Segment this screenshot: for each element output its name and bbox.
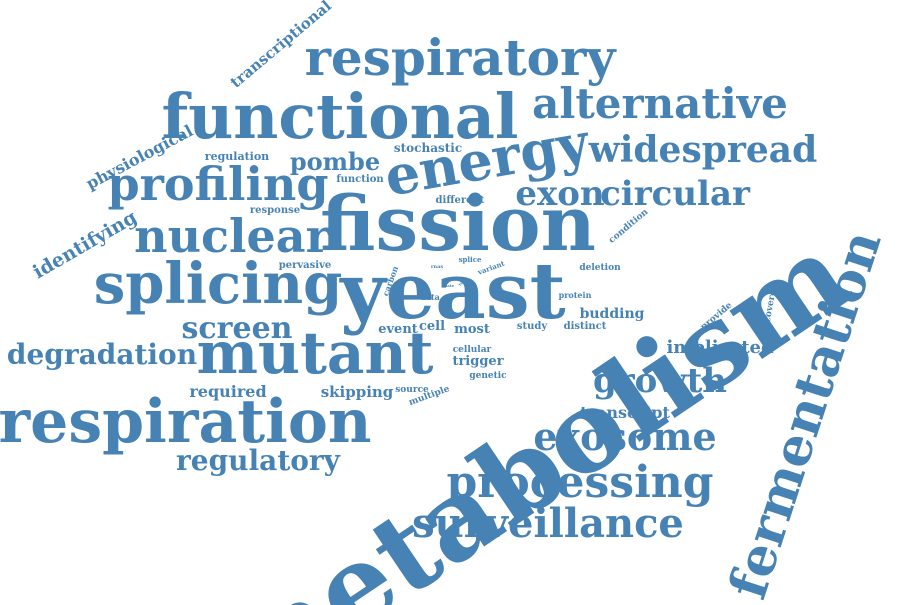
word-data: data <box>420 292 440 302</box>
word-growth: growth <box>593 361 727 401</box>
word-stochastic: stochastic <box>394 141 462 155</box>
word-distinct: distinct <box>564 321 607 332</box>
word-required: required <box>189 382 266 401</box>
word-regulation: regulation <box>205 150 269 163</box>
word-respiration: respiration <box>0 387 371 457</box>
word-study: study <box>517 321 549 332</box>
word-most: most <box>454 322 490 337</box>
word-protein: protein <box>559 290 592 300</box>
word-pombe: pombe <box>290 147 380 176</box>
word-deletion: deletion <box>579 263 621 273</box>
word-splicing: splicing <box>94 251 342 317</box>
word-trigger: trigger <box>452 354 503 369</box>
word-rnas: rnas <box>431 264 444 270</box>
word-circular: circular <box>600 174 751 214</box>
word-screen: screen <box>182 311 293 346</box>
word-respiratory: respiratory <box>305 28 618 87</box>
word-exon: exon <box>515 174 604 214</box>
word-function: function <box>336 174 384 185</box>
word-processing: processing <box>446 457 713 508</box>
word-implicated: implicated <box>666 337 774 358</box>
word-event: event <box>378 322 418 337</box>
word-response: response <box>250 205 300 216</box>
word-transcript: transcript <box>580 403 670 422</box>
word-nuclear: nuclear <box>134 209 330 263</box>
word-pervasive: pervasive <box>279 260 332 271</box>
word-fission: fission <box>320 179 596 268</box>
word-degradation: degradation <box>7 338 197 371</box>
word-widespread: widespread <box>588 129 818 171</box>
word-yeast: yeast <box>338 246 565 337</box>
word-alternative: alternative <box>532 79 788 128</box>
word-functional: functional <box>162 80 519 153</box>
word-budding: budding <box>580 306 645 322</box>
word-mutant: mutant <box>197 319 434 387</box>
word-skipping: skipping <box>321 383 394 401</box>
word-surveillance: surveillance <box>412 500 684 547</box>
word-splice: splice <box>459 255 482 264</box>
word-genetic: genetic <box>469 371 507 381</box>
word-source: source <box>395 385 429 395</box>
word-cell: cell <box>419 319 445 334</box>
word-different: different <box>436 195 485 206</box>
word-late: late <box>446 283 455 288</box>
word-cellular: cellular <box>453 345 492 355</box>
word-exosome: exosome <box>533 414 716 459</box>
word-regulatory: regulatory <box>176 444 341 477</box>
word-type: type <box>457 275 466 286</box>
word-profiling: profiling <box>107 157 328 211</box>
